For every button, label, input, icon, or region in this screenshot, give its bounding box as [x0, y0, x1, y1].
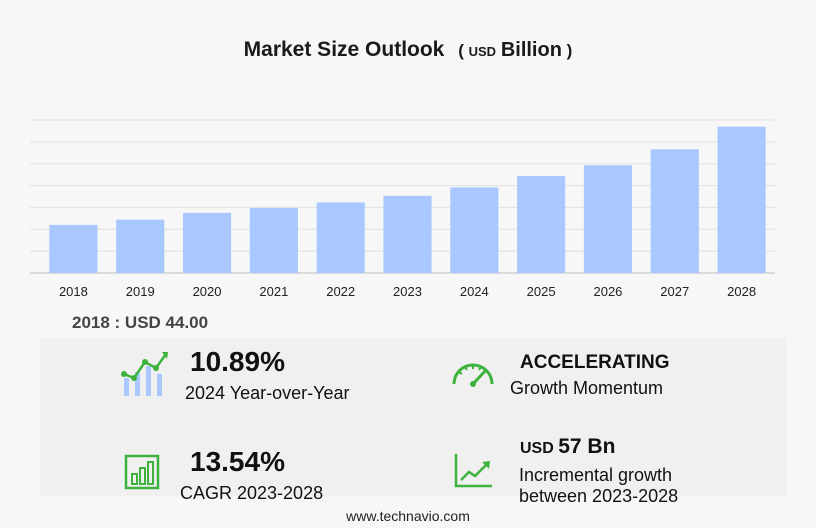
momentum-label: Growth Momentum [510, 378, 664, 398]
cagr-value: 13.54% [190, 446, 285, 477]
x-tick-label: 2021 [259, 284, 288, 299]
incremental-label-line2: between 2023-2028 [519, 486, 679, 506]
yoy-label: 2024 Year-over-Year [185, 383, 350, 403]
momentum-label-wrap: Growth Momentum [510, 378, 663, 399]
unit-open: ( [458, 41, 464, 60]
growth-line-chart-icon [121, 352, 168, 396]
bar-2022 [316, 202, 365, 273]
cagr-label: CAGR 2023-2028 [180, 483, 324, 503]
bar-2027 [650, 149, 699, 273]
bar-2021 [249, 207, 298, 273]
yoy-stat: 10.89% [190, 346, 285, 378]
yoy-value: 10.89% [190, 346, 285, 377]
bar-2028 [717, 126, 766, 273]
incremental-stat: USD 57 Bn [520, 435, 615, 459]
momentum-stat: ACCELERATING [520, 352, 670, 374]
x-tick-label: 2018 [59, 284, 88, 299]
footer-url: www.technavio.com [346, 508, 470, 524]
x-tick-label: 2020 [193, 284, 222, 299]
bar-2019 [116, 219, 165, 273]
bar-2018 [49, 224, 98, 273]
x-tick-label: 2026 [593, 284, 622, 299]
x-tick-label: 2023 [393, 284, 422, 299]
chart-title: Market Size Outlook ( USD Billion ) [0, 38, 816, 62]
x-tick-label: 2028 [727, 284, 756, 299]
base-year-note: 2018 : USD 44.00 [72, 313, 209, 332]
bar-2024 [450, 187, 499, 273]
x-tick-label: 2022 [326, 284, 355, 299]
cagr-label-wrap: CAGR 2023-2028 [180, 483, 323, 504]
bar-chart: 2018 2019 2020 2021 2022 2023 2024 2025 2026 2027… [30, 119, 775, 299]
bar-2023 [383, 195, 432, 273]
incremental-currency: USD [520, 440, 554, 457]
x-tick-label: 2025 [527, 284, 556, 299]
incremental-label-wrap: Incremental growth between 2023-2028 [519, 465, 678, 507]
unit-close: ) [566, 41, 573, 60]
yoy-label-wrap: 2024 Year-over-Year [185, 383, 349, 404]
chart-unit: ( USD Billion ) [458, 39, 573, 61]
chart-title-text: Market Size Outlook [243, 38, 445, 61]
incremental-label-line1: Incremental growth [519, 465, 673, 485]
unit-currency: USD [468, 44, 497, 59]
bar-2020 [182, 212, 232, 273]
incremental-value: 57 Bn [558, 435, 616, 458]
unit-scale: Billion [500, 39, 562, 61]
x-tick-label: 2027 [660, 284, 689, 299]
trend-up-icon [454, 454, 492, 488]
cagr-stat: 13.54% [190, 446, 285, 478]
bar-chart-icon [124, 454, 160, 490]
x-tick-label: 2019 [126, 284, 155, 299]
bar-2025 [517, 176, 566, 273]
bar-2026 [583, 165, 633, 273]
momentum-value: ACCELERATING [520, 352, 670, 373]
x-tick-label: 2024 [460, 284, 489, 299]
speedometer-icon [452, 363, 494, 387]
stats-panel [40, 338, 786, 496]
